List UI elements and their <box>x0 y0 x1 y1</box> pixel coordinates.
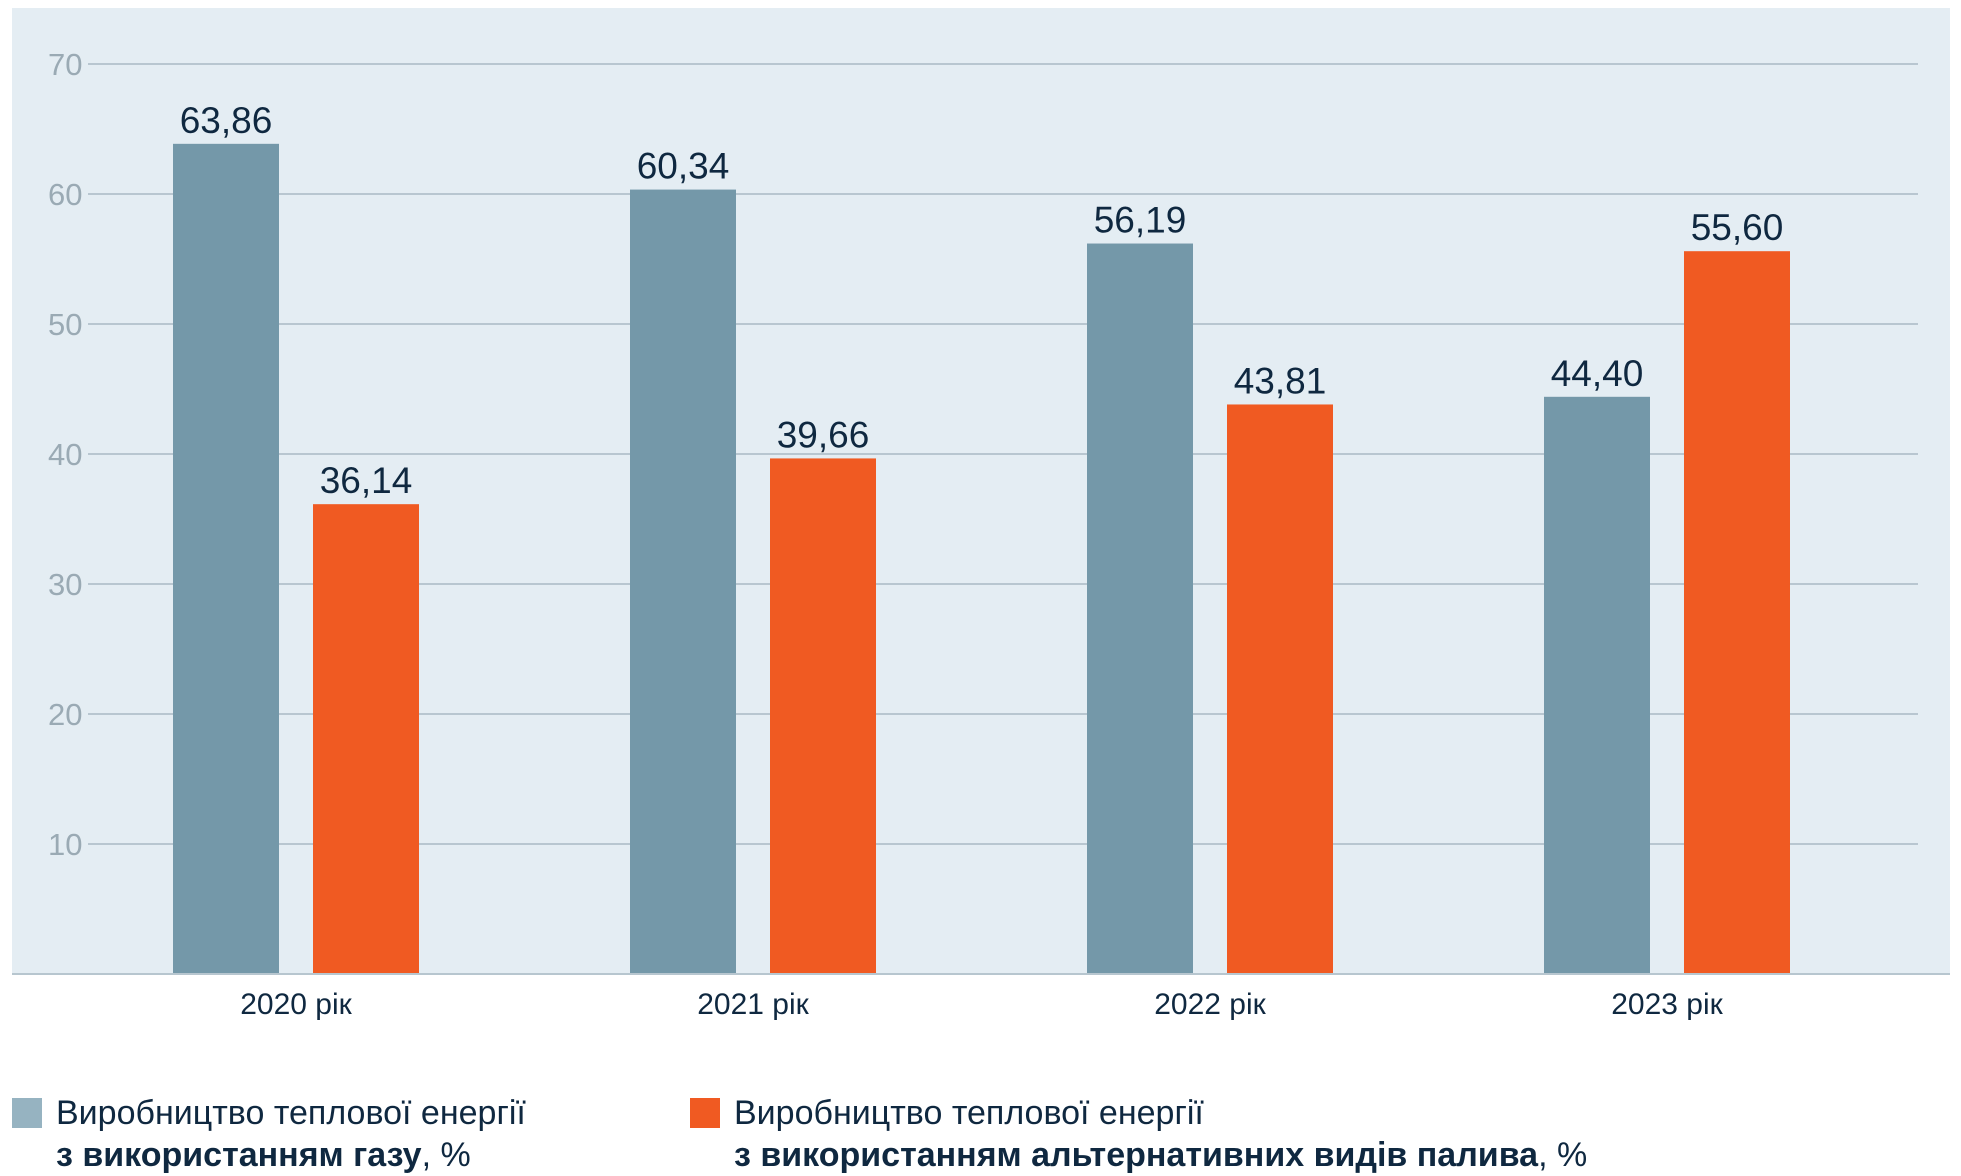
legend-gas-suffix: , % <box>421 1136 471 1174</box>
legend-alternative-line1: Виробництво теплової енергії <box>734 1094 1204 1132</box>
bar-alternative-0 <box>313 504 419 974</box>
data-label-gas-0: 63,86 <box>180 100 273 141</box>
data-label-alternative-0: 36,14 <box>320 460 413 501</box>
data-label-alternative-3: 55,60 <box>1691 207 1784 248</box>
x-tick-label-3: 2023 рік <box>1611 988 1723 1021</box>
plot-background <box>12 8 1950 974</box>
legend-gas-line2: з використанням газу, % <box>56 1134 526 1176</box>
legend-item-alternative: Виробництво теплової енергії з використа… <box>690 1092 1587 1176</box>
x-tick-label-2: 2022 рік <box>1154 988 1266 1021</box>
bar-gas-2 <box>1087 243 1193 974</box>
bar-alternative-3 <box>1684 251 1790 974</box>
x-tick-label-1: 2021 рік <box>697 988 809 1021</box>
legend-alternative-suffix: , % <box>1538 1136 1588 1174</box>
data-label-gas-3: 44,40 <box>1551 353 1644 394</box>
data-label-alternative-1: 39,66 <box>777 414 870 455</box>
legend-gas-bold: з використанням газу <box>56 1136 422 1174</box>
legend-swatch-gas <box>12 1098 42 1128</box>
bar-alternative-2 <box>1227 404 1333 975</box>
y-tick-label-60: 60 <box>48 177 82 212</box>
legend-alternative-bold: з використанням альтернативних видів пал… <box>734 1136 1539 1174</box>
legend-swatch-alternative <box>690 1098 720 1128</box>
legend-item-gas: Виробництво теплової енергії з використа… <box>12 1092 526 1176</box>
data-label-gas-1: 60,34 <box>637 146 730 187</box>
bar-gas-0 <box>173 143 279 974</box>
y-tick-label-40: 40 <box>48 437 82 472</box>
x-tick-label-0: 2020 рік <box>240 988 352 1021</box>
bar-alternative-1 <box>770 458 876 974</box>
y-tick-label-30: 30 <box>48 567 82 602</box>
data-label-alternative-2: 43,81 <box>1234 360 1327 401</box>
y-tick-label-50: 50 <box>48 307 82 342</box>
legend-alternative-line2: з використанням альтернативних видів пал… <box>734 1134 1587 1176</box>
y-tick-label-20: 20 <box>48 697 82 732</box>
data-label-gas-2: 56,19 <box>1094 200 1187 241</box>
legend-gas-line1: Виробництво теплової енергії <box>56 1094 526 1132</box>
y-tick-label-70: 70 <box>48 47 82 82</box>
bar-gas-3 <box>1544 396 1650 974</box>
y-tick-label-10: 10 <box>48 827 82 862</box>
bar-gas-1 <box>630 189 736 974</box>
